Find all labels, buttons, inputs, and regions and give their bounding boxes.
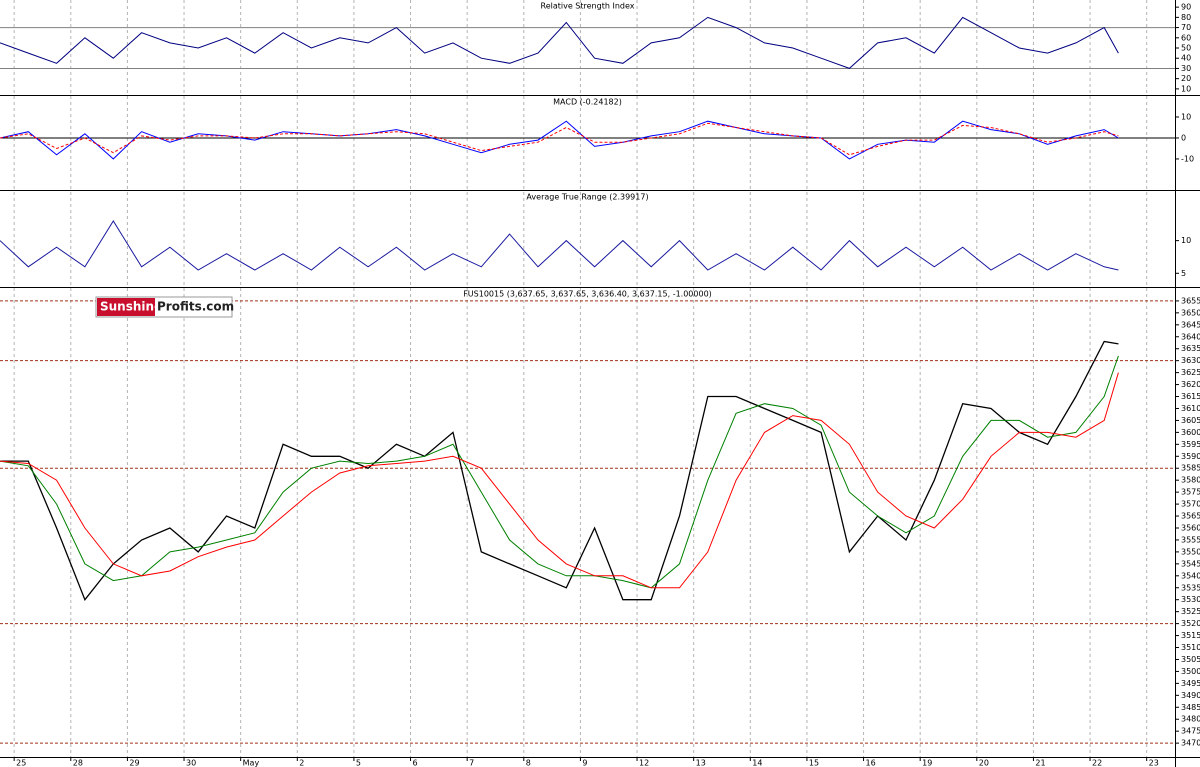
y-tick-label: 3590 <box>1181 452 1200 461</box>
x-tick-label: 30 <box>186 759 196 767</box>
y-tick-label: 10 <box>1181 236 1191 245</box>
x-tick-label: 16 <box>866 759 876 767</box>
x-tick-label: 15 <box>809 759 819 767</box>
y-tick-label: 3490 <box>1181 691 1200 700</box>
y-tick-label: 3560 <box>1181 523 1200 532</box>
series-line <box>0 355 1119 589</box>
y-tick-label: 3600 <box>1181 428 1200 437</box>
x-tick-label: 25 <box>16 759 26 767</box>
panel-title: Average True Range (2.39917) <box>526 193 648 202</box>
y-tick-label: -10 <box>1181 154 1194 163</box>
x-tick-label: 2 <box>299 759 304 767</box>
y-tick-label: 3540 <box>1181 571 1200 580</box>
x-tick-label: 12 <box>639 759 649 767</box>
y-tick-label: 3565 <box>1181 512 1200 521</box>
y-tick-label: 10 <box>1181 84 1191 93</box>
y-tick-label: 3580 <box>1181 476 1200 485</box>
y-tick-label: 3630 <box>1181 356 1200 365</box>
series-line <box>0 220 1119 271</box>
y-tick-label: 3545 <box>1181 559 1200 568</box>
panel-title: MACD (-0.24182) <box>553 98 622 107</box>
y-tick-label: 60 <box>1181 33 1191 42</box>
y-tick-label: 3535 <box>1181 583 1200 592</box>
y-tick-label: 3585 <box>1181 464 1200 473</box>
x-tick-label: 29 <box>129 759 139 767</box>
y-tick-label: 3655 <box>1181 296 1200 305</box>
y-tick-label: 3495 <box>1181 679 1200 688</box>
y-tick-label: 3550 <box>1181 547 1200 556</box>
x-tick-label: 6 <box>413 759 418 767</box>
x-tick-label: 22 <box>1092 759 1102 767</box>
series-line <box>0 340 1119 601</box>
y-tick-label: 20 <box>1181 74 1191 83</box>
y-tick-label: 3650 <box>1181 308 1200 317</box>
panel-title: FUS10015 (3,637.65, 3,637.65, 3,636.40, … <box>463 290 712 299</box>
x-tick-label: 23 <box>1149 759 1159 767</box>
y-tick-label: 3480 <box>1181 715 1200 724</box>
y-tick-label: 3555 <box>1181 535 1200 544</box>
y-tick-label: 3530 <box>1181 595 1200 604</box>
y-tick-label: 90 <box>1181 3 1191 12</box>
x-tick-label: 13 <box>696 759 706 767</box>
y-tick-label: 3515 <box>1181 631 1200 640</box>
x-tick-label: 9 <box>582 759 587 767</box>
y-tick-label: 3615 <box>1181 392 1200 401</box>
y-tick-label: 0 <box>1181 133 1186 142</box>
logo-red <box>97 298 155 316</box>
y-tick-label: 5 <box>1181 269 1186 278</box>
x-tick-label: 14 <box>752 759 762 767</box>
y-tick-label: 3510 <box>1181 643 1200 652</box>
y-tick-label: 3570 <box>1181 500 1200 509</box>
x-tick-label: May <box>243 759 260 767</box>
x-tick-label: 20 <box>979 759 989 767</box>
y-tick-label: 40 <box>1181 54 1191 63</box>
x-tick-label: 8 <box>526 759 531 767</box>
y-tick-label: 30 <box>1181 64 1191 73</box>
y-tick-label: 3485 <box>1181 703 1200 712</box>
y-tick-label: 80 <box>1181 13 1191 22</box>
panel-title: Relative Strength Index <box>541 2 635 11</box>
x-tick-label: 19 <box>922 759 932 767</box>
x-tick-label: 21 <box>1035 759 1045 767</box>
y-tick-label: 3575 <box>1181 488 1200 497</box>
y-tick-label: 3520 <box>1181 619 1200 628</box>
y-tick-label: 3640 <box>1181 332 1200 341</box>
y-tick-label: 3595 <box>1181 440 1200 449</box>
series-line <box>0 122 1119 156</box>
series-line <box>0 16 1119 69</box>
y-tick-label: 3610 <box>1181 404 1200 413</box>
y-tick-label: 3605 <box>1181 416 1200 425</box>
y-tick-label: 3525 <box>1181 607 1200 616</box>
y-tick-label: 3625 <box>1181 368 1200 377</box>
y-tick-label: 3470 <box>1181 739 1200 748</box>
y-tick-label: 3500 <box>1181 667 1200 676</box>
y-tick-label: 3620 <box>1181 380 1200 389</box>
y-tick-label: 3635 <box>1181 344 1200 353</box>
logo-text: Profits.com <box>157 300 234 314</box>
x-tick-label: 5 <box>356 759 361 767</box>
series-line <box>0 372 1119 589</box>
x-tick-label: 28 <box>73 759 83 767</box>
x-tick-label: 7 <box>469 759 474 767</box>
y-tick-label: 3645 <box>1181 320 1200 329</box>
y-tick-label: 50 <box>1181 44 1191 53</box>
y-tick-label: 70 <box>1181 23 1191 32</box>
y-tick-label: 10 <box>1181 112 1191 121</box>
y-tick-label: 3505 <box>1181 655 1200 664</box>
y-tick-label: 3475 <box>1181 727 1200 736</box>
logo-text: Sunshine <box>100 300 162 314</box>
